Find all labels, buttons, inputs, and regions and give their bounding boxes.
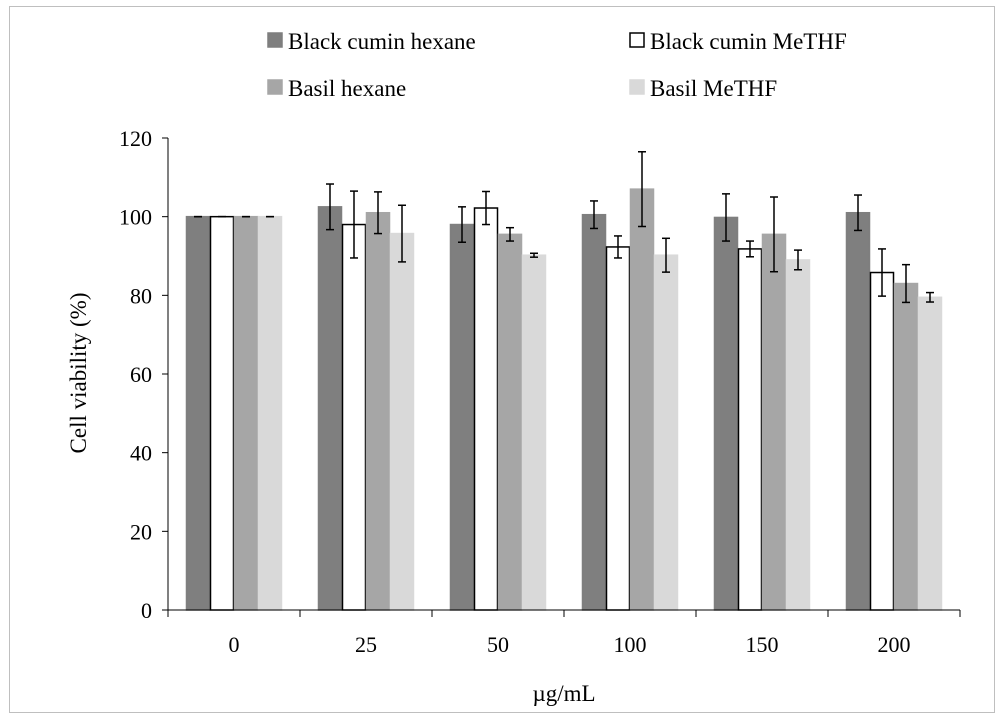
y-tick-label: 60: [130, 362, 152, 387]
bar: [341, 223, 367, 611]
bar: [917, 296, 943, 611]
y-tick-label: 80: [130, 283, 152, 308]
x-tick-label: 200: [878, 632, 911, 657]
x-tick-label: 150: [746, 632, 779, 657]
legend-label: Basil hexane: [288, 76, 406, 101]
x-tick-label: 50: [487, 632, 509, 657]
legend-swatch: [629, 32, 645, 48]
bar: [389, 232, 415, 611]
bar: [761, 233, 787, 611]
x-tick-label: 25: [355, 632, 377, 657]
legend: Black cumin hexane Black cumin MeTHF Basil…: [267, 29, 847, 101]
bar: [257, 215, 283, 611]
x-tick-label: 0: [229, 632, 240, 657]
bar: [629, 188, 655, 611]
legend-label: Black cumin MeTHF: [650, 29, 847, 54]
bar: [653, 254, 679, 611]
bar: [365, 211, 391, 611]
legend-swatch: [629, 79, 645, 95]
bar: [473, 207, 499, 611]
bar: [233, 215, 259, 611]
bar: [317, 206, 343, 611]
y-tick-label: 40: [130, 441, 152, 466]
bar: [497, 233, 523, 611]
legend-swatch: [267, 32, 283, 48]
legend-label: Basil MeTHF: [650, 76, 777, 101]
bar: [209, 215, 235, 611]
x-tick-label: 100: [614, 632, 647, 657]
bar: [869, 271, 895, 611]
axes-layer: 0 20 40 60 80 100 120 0 25 50 100 150 200: [119, 126, 961, 657]
y-tick-label: 0: [141, 598, 152, 623]
bar: [713, 216, 739, 611]
bar: [605, 246, 631, 611]
legend-label: Black cumin hexane: [288, 29, 476, 54]
bar: [893, 282, 919, 611]
y-tick-label: 20: [130, 519, 152, 544]
x-axis-label: µg/mL: [532, 681, 595, 706]
legend-swatch: [267, 79, 283, 95]
y-axis-label: Cell viability (%): [66, 293, 91, 454]
y-tick-label: 100: [119, 205, 152, 230]
bar: [581, 213, 607, 611]
bar: [521, 254, 547, 611]
bar: [449, 223, 475, 611]
bar: [845, 211, 871, 611]
bar: [785, 259, 811, 611]
bars-layer: [185, 151, 943, 611]
bar: [737, 248, 763, 611]
y-tick-label: 120: [119, 126, 152, 151]
bar: [185, 215, 211, 611]
